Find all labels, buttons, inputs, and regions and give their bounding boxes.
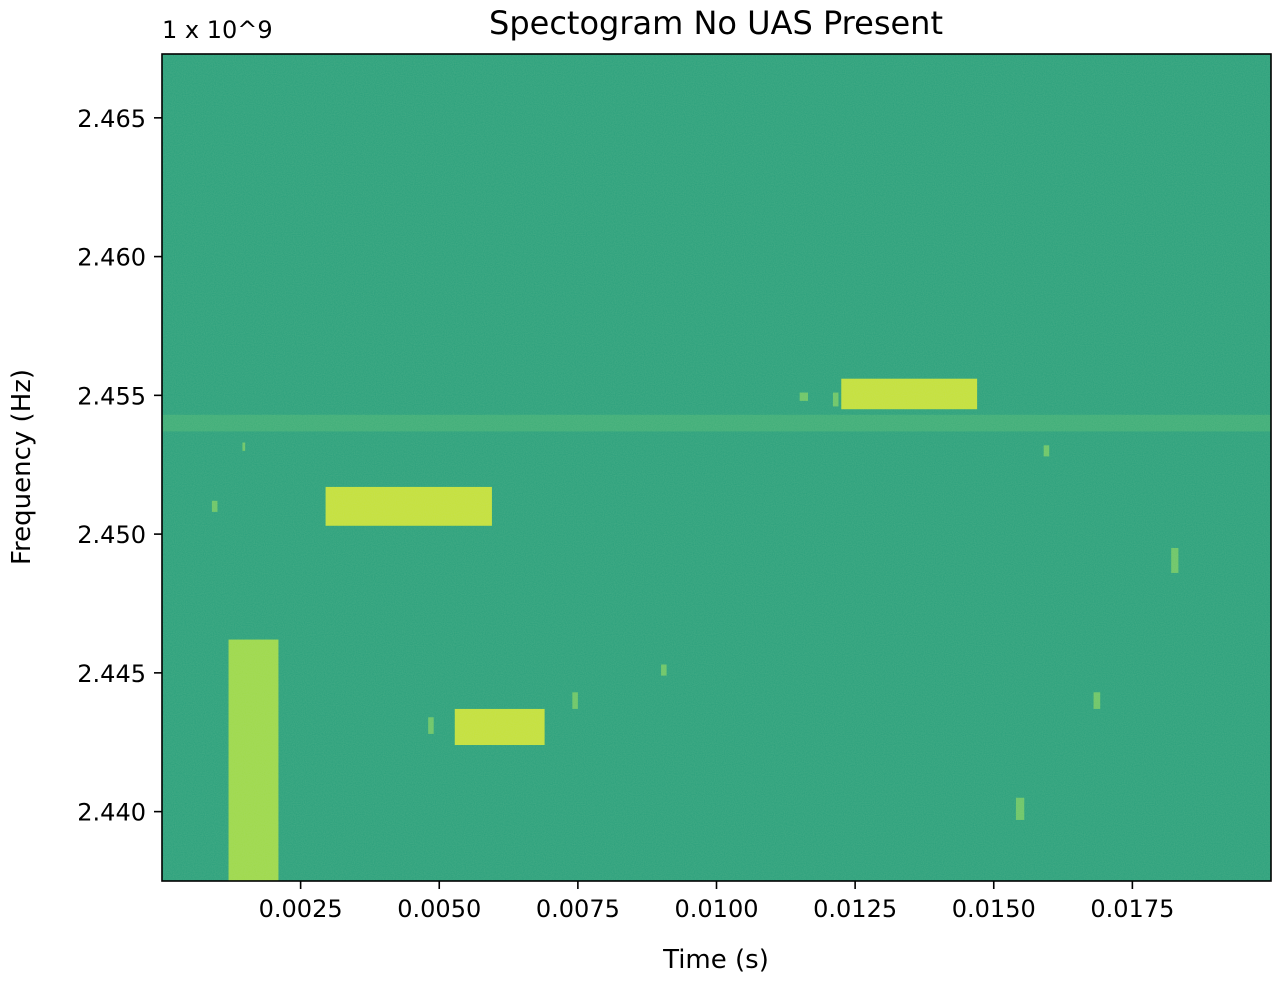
x-axis-label: Time (s) — [662, 945, 769, 975]
y-axis: 2.440 2.445 2.450 2.455 2.460 2.465 — [77, 105, 162, 827]
y-tick-label: 2.445 — [77, 660, 146, 688]
x-tick-label: 0.0075 — [536, 895, 620, 923]
x-tick-label: 0.0050 — [397, 895, 481, 923]
x-tick-label: 0.0125 — [813, 895, 897, 923]
y-tick-label: 2.440 — [77, 799, 146, 827]
y-axis-label: Frequency (Hz) — [7, 369, 37, 565]
x-tick-label: 0.0150 — [952, 895, 1036, 923]
y-tick-label: 2.465 — [77, 105, 146, 133]
x-tick-label: 0.0175 — [1090, 895, 1174, 923]
chart-title: Spectogram No UAS Present — [489, 4, 943, 42]
noise-texture — [162, 54, 1271, 881]
y-tick-label: 2.450 — [77, 521, 146, 549]
plot-area — [162, 54, 1271, 881]
x-tick-label: 0.0025 — [259, 895, 343, 923]
y-offset-label: 1 x 10^9 — [162, 16, 273, 44]
y-tick-label: 2.455 — [77, 382, 146, 410]
y-tick-label: 2.460 — [77, 244, 146, 272]
x-axis: 0.0025 0.0050 0.0075 0.0100 0.0125 0.0150 0.01… — [259, 881, 1174, 923]
x-tick-label: 0.0100 — [675, 895, 759, 923]
